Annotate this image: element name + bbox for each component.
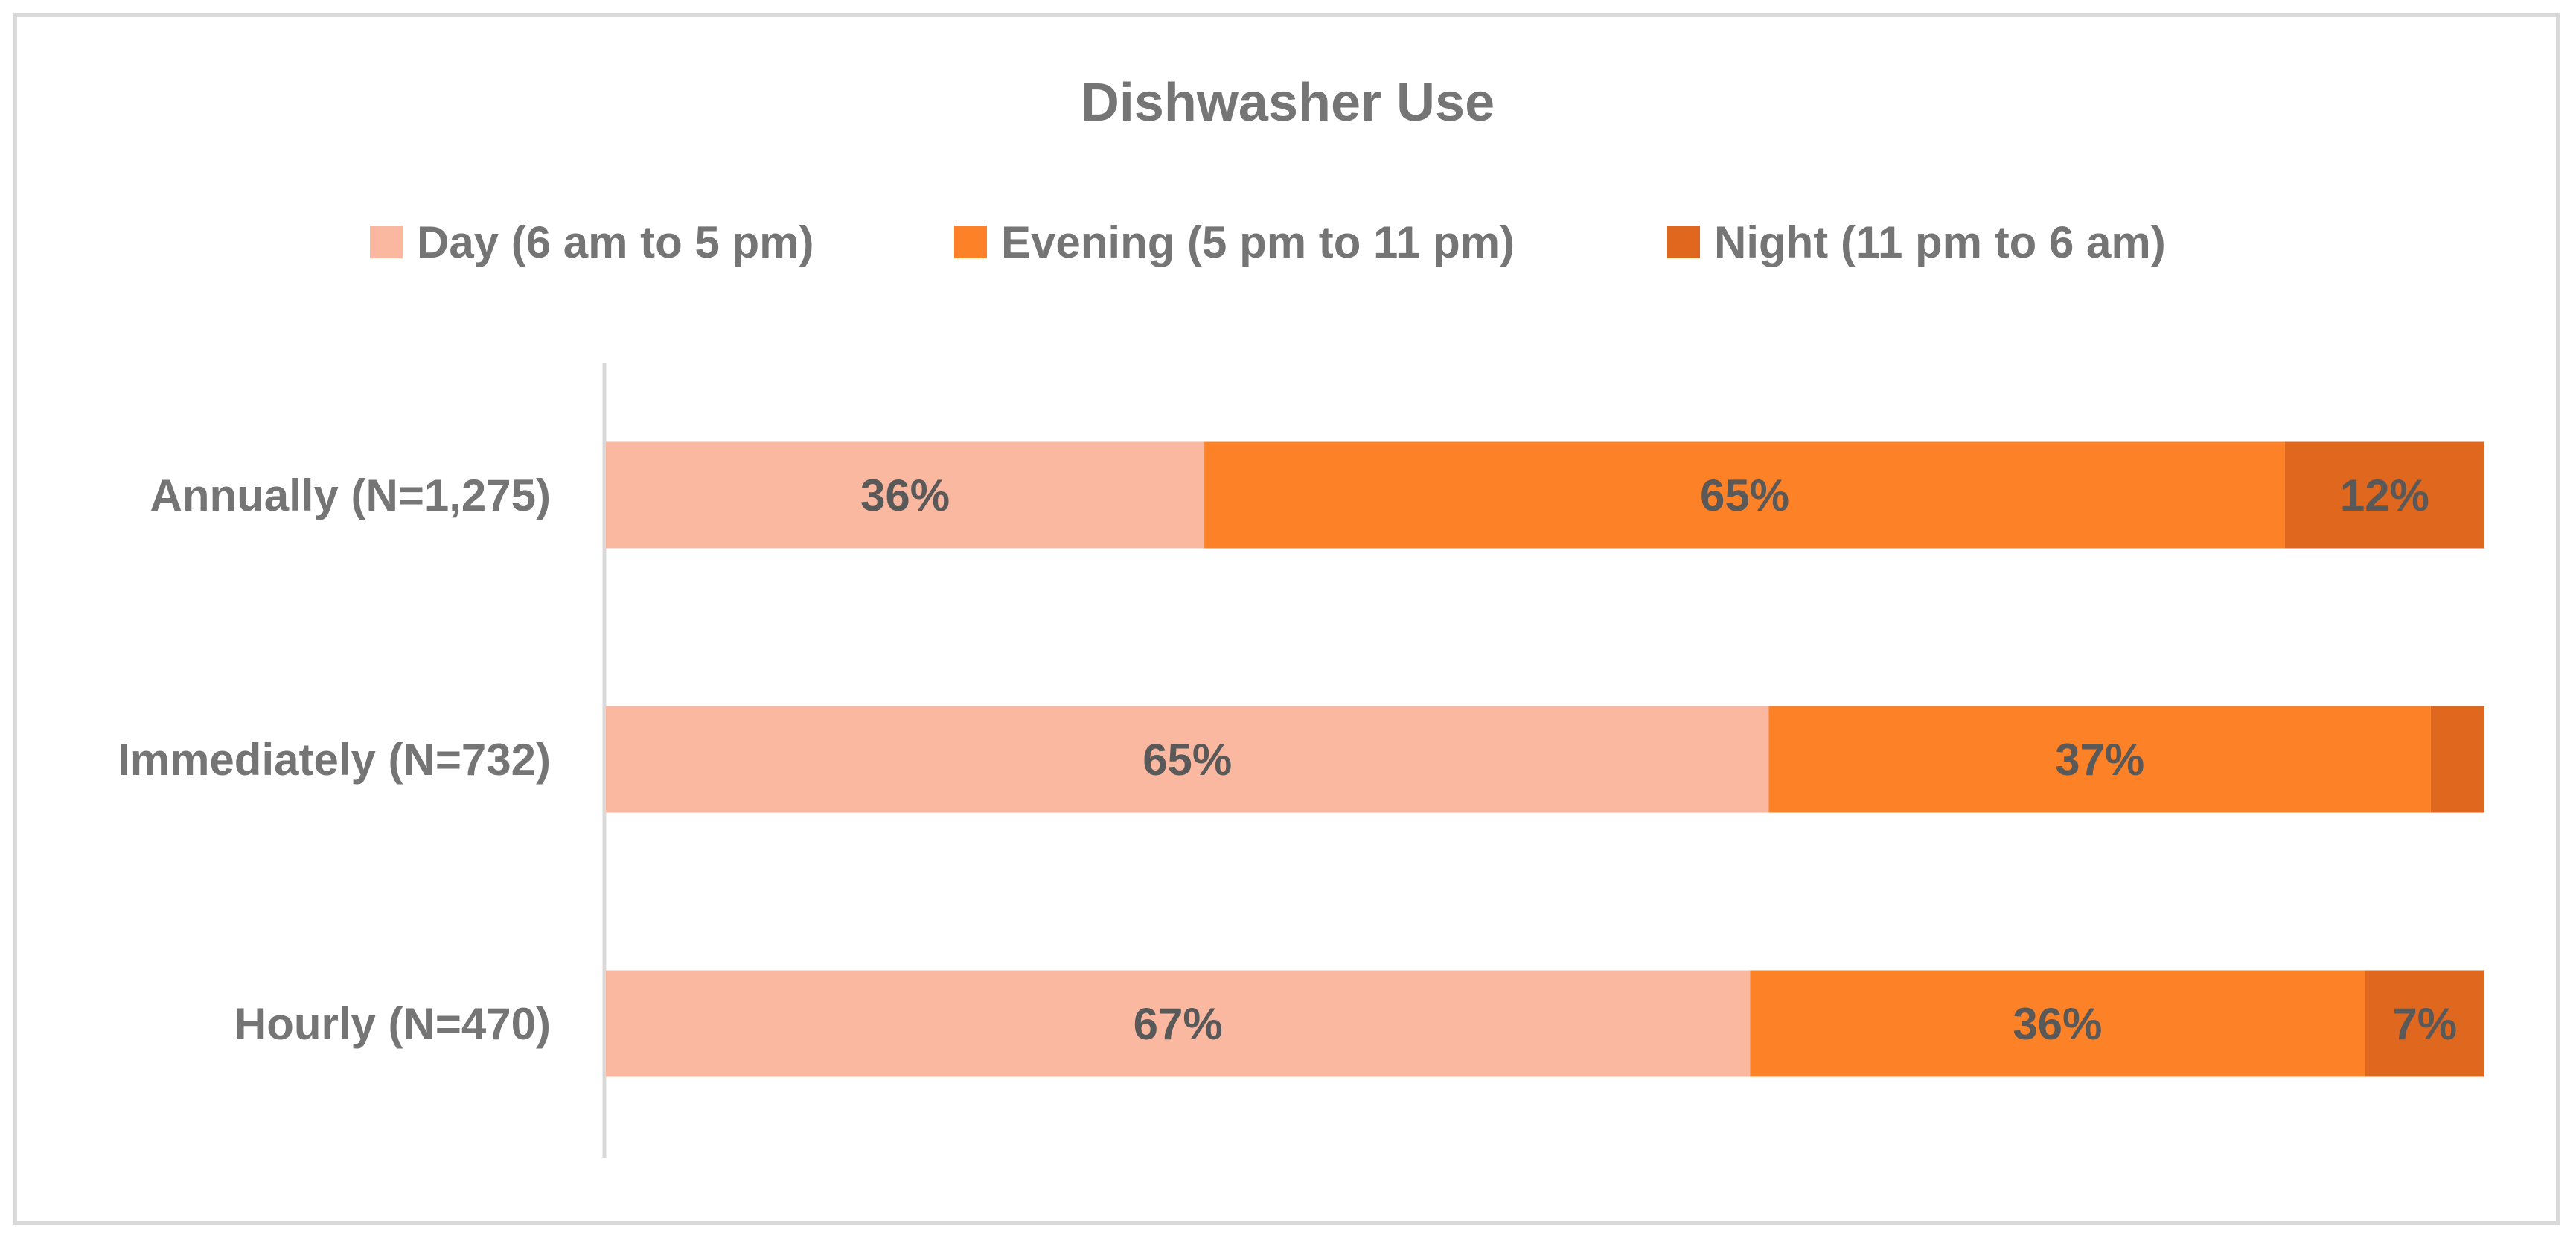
legend-swatch-2 — [954, 226, 987, 258]
data-label: 12% — [2340, 470, 2429, 520]
legend: Day (6 am to 5 pm) Evening (5 pm to 11 pm… — [370, 217, 2166, 267]
data-label: 36% — [860, 470, 950, 520]
bar-segment — [606, 970, 1751, 1077]
category-label-2: Immediately (N=732) — [118, 735, 551, 785]
bar-segment — [1204, 441, 2285, 549]
bars — [606, 441, 2484, 1077]
bar-segment — [2430, 706, 2484, 813]
legend-swatch-1 — [370, 226, 403, 258]
legend-label-1: Day (6 am to 5 pm) — [417, 217, 814, 267]
data-label: 37% — [2055, 735, 2144, 785]
bar-segment — [606, 706, 1769, 813]
legend-swatch-3 — [1667, 226, 1700, 258]
chart-title: Dishwasher Use — [1081, 73, 1495, 133]
category-labels: Annually (N=1,275) Immediately (N=732) Hou… — [118, 470, 551, 1049]
data-label: 36% — [2013, 999, 2102, 1049]
data-label: 65% — [1142, 735, 1232, 785]
bar-segment — [1768, 706, 2431, 813]
legend-label-3: Night (11 pm to 6 am) — [1714, 217, 2166, 267]
bar-segment — [2365, 970, 2484, 1077]
legend-label-2: Evening (5 pm to 11 pm) — [1001, 217, 1515, 267]
category-label-3: Hourly (N=470) — [234, 999, 551, 1049]
data-label: 67% — [1134, 999, 1223, 1049]
data-label: 7% — [2392, 999, 2457, 1049]
bar-segment — [606, 441, 1205, 549]
bar-segment — [1750, 970, 2365, 1077]
bar-segment — [2284, 441, 2484, 549]
category-label-1: Annually (N=1,275) — [150, 470, 551, 520]
data-label: 65% — [1700, 470, 1789, 520]
data-labels: 36% 65% 12% 65% 37% 67% 36% 7% — [860, 470, 2457, 1049]
